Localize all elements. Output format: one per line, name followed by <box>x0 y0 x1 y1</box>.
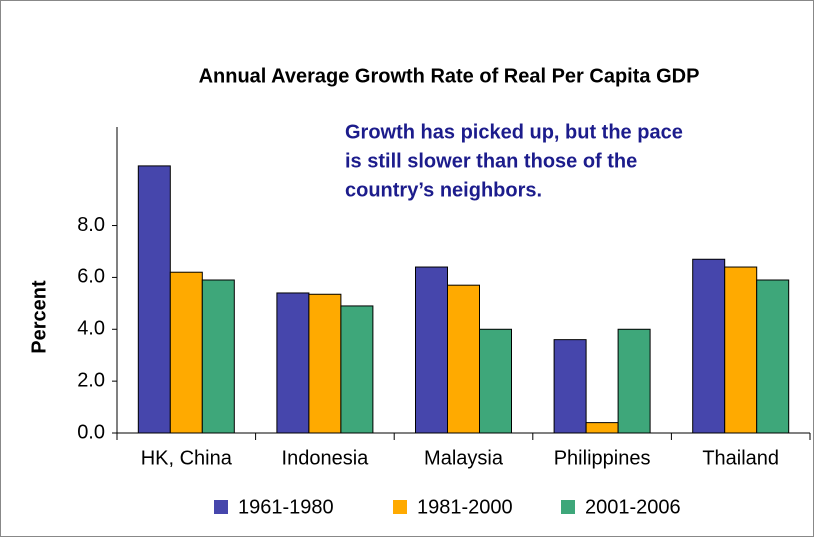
bar <box>585 422 619 434</box>
bar <box>447 284 480 434</box>
legend-label: 1981-2000 <box>417 496 513 518</box>
annotation: Growth has picked up, but the pace <box>345 121 683 143</box>
bar <box>692 258 726 434</box>
bar <box>340 305 374 434</box>
x-tick-label: HK, China <box>141 447 233 469</box>
legend-label: 2001-2006 <box>585 496 681 518</box>
bar <box>724 266 758 434</box>
bar <box>308 293 342 434</box>
legend-swatch <box>393 500 407 514</box>
y-axis-label: Percent <box>28 280 50 354</box>
bar <box>169 271 203 434</box>
legend-label: 1961-1980 <box>238 496 334 518</box>
bar <box>201 279 235 434</box>
x-tick-label: Indonesia <box>282 447 370 469</box>
y-tick-label: 8.0 <box>77 214 105 236</box>
y-tick-label: 4.0 <box>77 318 105 340</box>
chart-title: Annual Average Growth Rate of Real Per C… <box>199 65 700 87</box>
bar <box>137 165 171 434</box>
y-tick-label: 0.0 <box>77 421 105 443</box>
bar <box>479 328 512 434</box>
y-tick-label: 6.0 <box>77 266 105 288</box>
bar <box>415 266 448 434</box>
x-tick-label: Philippines <box>554 447 651 469</box>
bar <box>553 339 587 434</box>
x-tick-label: Malaysia <box>424 447 504 469</box>
legend-swatch <box>214 500 228 514</box>
x-tick-label: Thailand <box>702 447 779 469</box>
y-tick-label: 2.0 <box>77 369 105 391</box>
bar <box>617 328 651 434</box>
annotation: is still slower than those of the <box>345 150 637 172</box>
annotation: country’s neighbors. <box>345 179 542 201</box>
bar <box>276 292 310 434</box>
bar <box>756 279 790 434</box>
legend-swatch <box>561 500 575 514</box>
